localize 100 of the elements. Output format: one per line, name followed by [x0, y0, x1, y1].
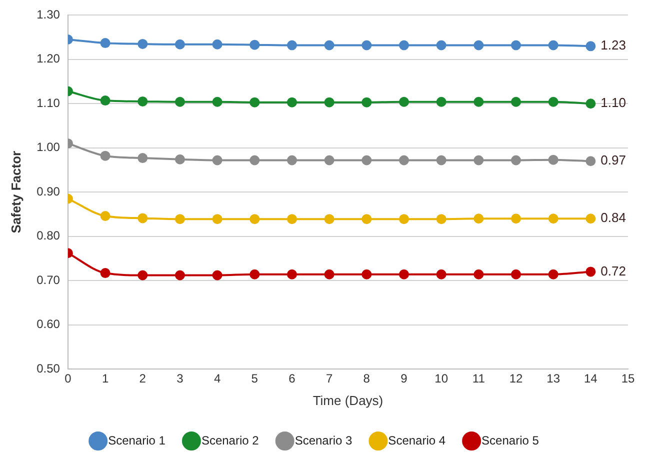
- y-tick-label: 1.10: [36, 96, 60, 110]
- x-tick-label: 8: [363, 372, 370, 386]
- point: [548, 96, 558, 107]
- x-tick-label: 7: [326, 372, 333, 386]
- point: [436, 96, 446, 107]
- point: [436, 155, 446, 166]
- point: [398, 269, 409, 280]
- point: [100, 38, 110, 48]
- point: [474, 96, 484, 107]
- point: [286, 269, 297, 280]
- x-tick-label: 6: [288, 372, 296, 386]
- point: [362, 40, 372, 50]
- legend-label: Scenario 5: [482, 433, 540, 448]
- point: [212, 214, 222, 224]
- y-tick-label: 0.80: [36, 228, 60, 243]
- legend-label: Scenario 3: [294, 433, 353, 448]
- point: [174, 39, 185, 50]
- point: [548, 269, 558, 280]
- y-tick-label: 0.60: [36, 317, 60, 332]
- point: [138, 213, 148, 224]
- legend-label: Scenario 2: [201, 433, 260, 448]
- point: [548, 154, 558, 165]
- point: [362, 214, 372, 224]
- x-tick-label: 10: [434, 372, 448, 386]
- x-axis-title: Time (Days): [312, 392, 384, 408]
- point: [548, 214, 558, 224]
- x-tick-label: 4: [214, 372, 221, 386]
- point: [362, 269, 372, 280]
- y-tick-label: 1.00: [36, 140, 60, 154]
- x-tick-label: 9: [400, 372, 408, 386]
- point: [586, 41, 596, 52]
- point: [250, 269, 260, 280]
- point: [286, 40, 297, 50]
- data-label: 0.84: [600, 210, 626, 226]
- y-tick-label: 0.70: [36, 272, 60, 287]
- point: [510, 96, 521, 107]
- x-tick-label: 0: [64, 372, 72, 386]
- y-tick-label: 0.90: [36, 184, 60, 198]
- point: [362, 97, 372, 108]
- point: [398, 40, 409, 50]
- point: [286, 155, 297, 166]
- point: [138, 38, 148, 49]
- point: [174, 96, 185, 107]
- point: [138, 96, 148, 106]
- legend-label: Scenario 4: [388, 433, 446, 448]
- point: [324, 269, 334, 280]
- point: [548, 40, 558, 50]
- data-label: 1.10: [600, 95, 626, 110]
- point: [586, 98, 596, 109]
- x-tick-label: 1: [102, 372, 109, 386]
- point: [474, 214, 484, 224]
- point: [510, 214, 521, 224]
- point: [250, 97, 260, 108]
- point: [212, 96, 222, 107]
- data-label: 0.72: [600, 263, 626, 278]
- x-tick-label: 11: [472, 372, 486, 386]
- point: [324, 155, 334, 166]
- data-label: 0.97: [600, 152, 626, 168]
- point: [324, 97, 334, 108]
- point: [100, 150, 110, 161]
- point: [250, 40, 260, 50]
- y-tick-label: 0.50: [36, 361, 60, 376]
- point: [436, 40, 446, 50]
- point: [398, 155, 409, 166]
- point: [510, 155, 521, 166]
- y-tick-label: 1.30: [36, 8, 60, 22]
- point: [510, 269, 521, 280]
- point: [324, 214, 334, 224]
- point: [250, 155, 260, 166]
- point: [586, 156, 596, 166]
- point: [362, 155, 372, 166]
- point: [174, 154, 185, 164]
- x-tick-label: 5: [251, 372, 258, 386]
- x-tick-label: 2: [139, 372, 146, 386]
- point: [212, 270, 222, 280]
- x-tick-label: 14: [584, 372, 598, 386]
- point: [474, 269, 484, 280]
- point: [586, 214, 596, 224]
- point: [138, 270, 148, 280]
- point: [174, 214, 185, 224]
- x-tick-label: 13: [546, 372, 560, 386]
- point: [474, 155, 484, 166]
- point: [436, 214, 446, 224]
- x-tick-label: 15: [621, 372, 635, 386]
- point: [100, 268, 110, 278]
- legend-label: Scenario 1: [108, 433, 166, 448]
- point: [100, 210, 110, 221]
- point: [100, 96, 110, 106]
- point: [212, 39, 222, 50]
- point: [286, 97, 297, 108]
- x-tick-label: 3: [176, 372, 184, 386]
- point: [324, 40, 334, 50]
- point: [586, 266, 596, 277]
- data-label: 1.23: [600, 38, 626, 53]
- point: [398, 214, 409, 224]
- point: [398, 96, 409, 107]
- point: [250, 214, 260, 224]
- point: [474, 40, 484, 50]
- point: [174, 270, 185, 280]
- y-axis-title: Safety Factor: [8, 150, 24, 234]
